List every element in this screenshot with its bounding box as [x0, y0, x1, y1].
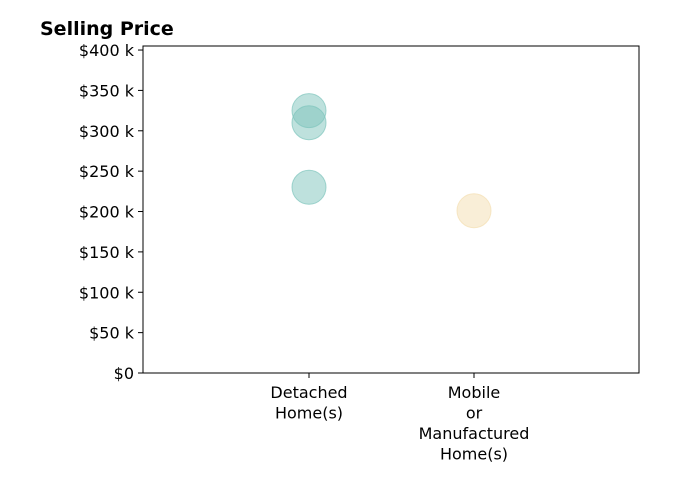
x-tick-label-line: Manufactured — [419, 424, 530, 443]
x-axis: Detached Home(s) Mobile or Manufactured Home(… — [270, 373, 529, 464]
data-point — [291, 105, 327, 141]
x-tick-label: Mobile or Manufactured Home(s) — [419, 383, 530, 464]
data-point — [456, 193, 492, 229]
y-tick-label: $300 k — [79, 122, 135, 141]
x-tick-label-line: Detached — [270, 383, 347, 402]
y-tick-label: $100 k — [79, 283, 135, 302]
y-tick-label: $50 k — [89, 324, 135, 343]
y-tick-label: $150 k — [79, 243, 135, 262]
data-points — [291, 93, 492, 229]
x-tick-label-line: Mobile — [448, 383, 500, 402]
plot-frame — [142, 45, 640, 374]
y-tick-label: $400 k — [79, 41, 135, 60]
y-tick-label: $350 k — [79, 81, 135, 100]
x-tick-label-line: Home(s) — [275, 404, 343, 423]
data-point — [291, 169, 327, 205]
x-tick-label-line: or — [466, 404, 483, 423]
y-tick-label: $200 k — [79, 203, 135, 222]
x-tick-label: Detached Home(s) — [270, 383, 347, 423]
y-axis: $0 $50 k $100 k $150 k $200 k $250 k $300 k $35… — [79, 41, 143, 383]
y-tick-label: $0 — [114, 364, 134, 383]
y-tick-label: $250 k — [79, 162, 135, 181]
chart-title: Selling Price — [40, 18, 174, 40]
x-tick-label-line: Home(s) — [440, 445, 508, 464]
